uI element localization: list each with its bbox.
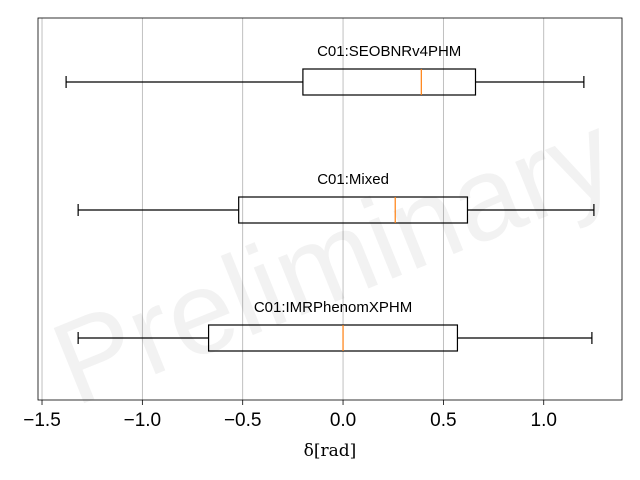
x-tick-label: −0.5 [224,410,262,431]
x-axis-label: δ[rad] [304,441,357,461]
iqr-box [238,196,469,224]
watermark-text: Preliminary [35,88,632,431]
x-tick-label: −1.0 [124,410,162,431]
x-tick-label: 1.0 [531,410,557,431]
iqr-box [207,324,459,352]
box-plot: C01:SEOBNRv4PHM [65,43,585,96]
box-label: C01:Mixed [317,171,389,188]
box-plot: C01:IMRPhenomXPHM [77,299,593,352]
iqr-box [302,68,477,96]
box-plot: C01:Mixed [77,171,595,224]
x-axis: −1.5 −1.0 −0.5 0.0 0.5 1.0 [23,400,557,431]
box-label: C01:SEOBNRv4PHM [317,43,461,60]
box-label: C01:IMRPhenomXPHM [254,299,412,316]
plot-frame [37,17,623,401]
x-tick-label: 0.5 [430,410,456,431]
x-tick-label: 0.0 [330,410,356,431]
x-tick-label: −1.5 [23,410,61,431]
box-plots: C01:SEOBNRv4PHM C01:Mixed C01:IMRPhenomXPH… [65,43,595,352]
